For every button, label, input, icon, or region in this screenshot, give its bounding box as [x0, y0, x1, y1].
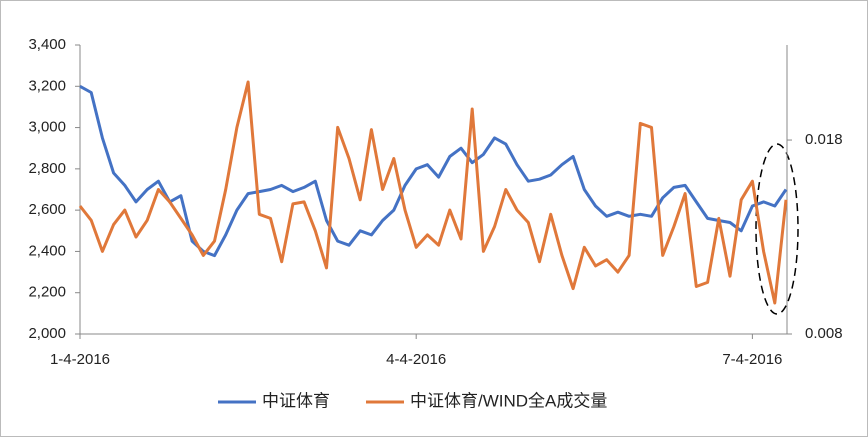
data-line — [78, 80, 788, 305]
x-tick-label: 1-4-2016 — [50, 351, 110, 368]
y-tick-label: 3,400 — [28, 36, 66, 53]
y-tick-label: 2,400 — [28, 242, 66, 259]
y2-tick-label: 0.018 — [805, 131, 843, 148]
x-tick-label: 4-4-2016 — [386, 351, 446, 368]
y2-tick-label: 0.008 — [805, 325, 843, 342]
legend-label: 中证体育/WIND全A成交量 — [410, 391, 607, 410]
y-tick-label: 2,000 — [28, 325, 66, 342]
y-tick-label: 3,200 — [28, 77, 66, 94]
y-tick-label: 3,000 — [28, 119, 66, 136]
x-tick-label: 7-4-2016 — [722, 351, 782, 368]
legend-label: 中证体育 — [262, 391, 330, 410]
y-tick-label: 2,200 — [28, 284, 66, 301]
y-tick-label: 2,800 — [28, 160, 66, 177]
highlight-ellipse — [755, 143, 799, 315]
y-tick-label: 2,600 — [28, 201, 66, 218]
